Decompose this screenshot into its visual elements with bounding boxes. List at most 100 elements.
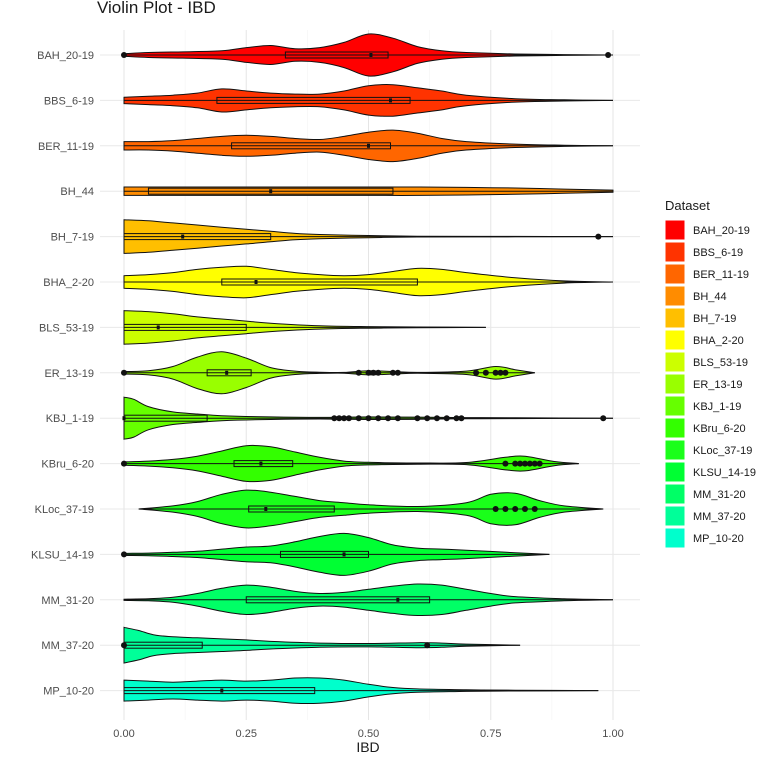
- outlier-point: [121, 460, 127, 467]
- violin-ER_13-19: [121, 351, 535, 395]
- outlier-point: [512, 460, 519, 467]
- legend-key: [664, 527, 686, 549]
- median-mark: [156, 325, 160, 330]
- outlier-point: [473, 369, 480, 376]
- outlier-point: [394, 369, 401, 376]
- outlier-point: [341, 415, 348, 422]
- legend: Dataset BAH_20-19 BBS_6-19 BER_11-19 BH_44 B…: [664, 198, 756, 549]
- median-mark: [396, 597, 400, 602]
- outlier-point: [482, 369, 489, 376]
- violin-BBS_6-19: [123, 84, 614, 117]
- median-mark: [225, 370, 229, 375]
- outlier-point: [389, 369, 396, 376]
- legend-key: [664, 219, 686, 241]
- y-tick-label: MM_37-20: [41, 640, 94, 652]
- outlier-point: [502, 460, 509, 467]
- median-mark: [181, 234, 185, 239]
- outlier-point: [355, 369, 362, 376]
- y-tick-label: BBS_6-19: [44, 95, 94, 107]
- violin-BLS_53-19: [123, 310, 486, 345]
- box-iqr: [279, 550, 370, 558]
- median-mark: [367, 143, 370, 148]
- median-mark: [259, 461, 263, 466]
- median-mark: [220, 688, 224, 693]
- legend-label: BLS_53-19: [693, 357, 748, 369]
- outlier-point: [414, 415, 421, 422]
- x-tick-label: 0.25: [236, 728, 257, 740]
- box-iqr: [245, 596, 431, 604]
- y-tick-label: MM_31-20: [41, 595, 94, 607]
- legend-key: [664, 263, 686, 285]
- outlier-point: [600, 415, 607, 422]
- violin-BER_11-19: [123, 129, 614, 163]
- legend-label: MP_10-20: [693, 533, 744, 545]
- violin-KBJ_1-19: [122, 396, 614, 440]
- legend-label: KLSU_14-19: [693, 467, 756, 479]
- outlier-point: [526, 460, 533, 467]
- outlier-point: [502, 369, 509, 376]
- legend-label: BHA_2-20: [693, 335, 744, 347]
- outlier-point: [121, 642, 127, 649]
- outlier-point: [605, 52, 612, 58]
- median-mark: [342, 552, 346, 557]
- box-iqr: [123, 687, 316, 695]
- x-tick-label: 0.50: [358, 728, 379, 740]
- x-tick-labels: 0.00 0.25 0.50 0.75 1.00: [113, 728, 623, 740]
- violin-BH_44: [123, 186, 614, 196]
- outlier-point: [336, 415, 343, 422]
- box-iqr: [216, 96, 411, 104]
- outlier-point: [424, 415, 431, 422]
- median-mark: [122, 416, 126, 421]
- violin-MM_31-20: [123, 583, 614, 617]
- outlier-point: [512, 506, 519, 512]
- outlier-point: [517, 460, 524, 467]
- y-tick-label: BH_44: [60, 186, 94, 198]
- outlier-point: [370, 369, 377, 376]
- legend-key: [664, 241, 686, 263]
- y-tick-label: KLSU_14-19: [31, 549, 94, 561]
- y-tick-label: BHA_2-20: [43, 277, 94, 289]
- legend-label: MM_37-20: [693, 511, 746, 523]
- outlier-point: [365, 369, 372, 376]
- legend-label: BAH_20-19: [693, 225, 750, 237]
- outlier-point: [375, 369, 382, 376]
- x-axis-title: IBD: [356, 739, 379, 755]
- box-iqr: [147, 187, 394, 195]
- x-tick-label: 0.75: [480, 728, 501, 740]
- y-tick-label: BER_11-19: [38, 141, 94, 153]
- y-tick-label: KBJ_1-19: [46, 413, 94, 425]
- legend-key: [664, 351, 686, 373]
- violin-KBru_6-20: [121, 444, 579, 483]
- outlier-point: [331, 415, 338, 422]
- outlier-point: [394, 415, 401, 422]
- legend-title: Dataset: [665, 198, 710, 213]
- outlier-point: [458, 415, 465, 422]
- box-iqr: [284, 51, 389, 59]
- legend-key: [664, 461, 686, 483]
- violin-BHA_2-20: [123, 265, 614, 299]
- outlier-point: [375, 415, 382, 422]
- outlier-point: [121, 52, 127, 58]
- x-tick-label: 0.00: [113, 728, 134, 740]
- outlier-point: [521, 460, 528, 467]
- y-tick-label: KBru_6-20: [41, 459, 94, 471]
- outlier-point: [424, 642, 431, 649]
- median-mark: [269, 189, 273, 194]
- outlier-point: [492, 506, 499, 512]
- outlier-point: [121, 369, 127, 376]
- legend-label: KBJ_1-19: [693, 401, 741, 413]
- box-iqr: [221, 278, 418, 286]
- y-tick-label: MP_10-20: [43, 686, 94, 698]
- y-tick-label: BLS_53-19: [39, 322, 94, 334]
- outlier-point: [502, 506, 509, 512]
- outlier-point: [531, 506, 538, 512]
- legend-key: [664, 285, 686, 307]
- outlier-point: [453, 415, 460, 422]
- outlier-point: [345, 415, 352, 422]
- box-iqr: [233, 460, 294, 468]
- legend-key: [664, 395, 686, 417]
- legend-label: BBS_6-19: [693, 247, 743, 259]
- outlier-point: [492, 369, 499, 376]
- box-iqr: [206, 369, 252, 377]
